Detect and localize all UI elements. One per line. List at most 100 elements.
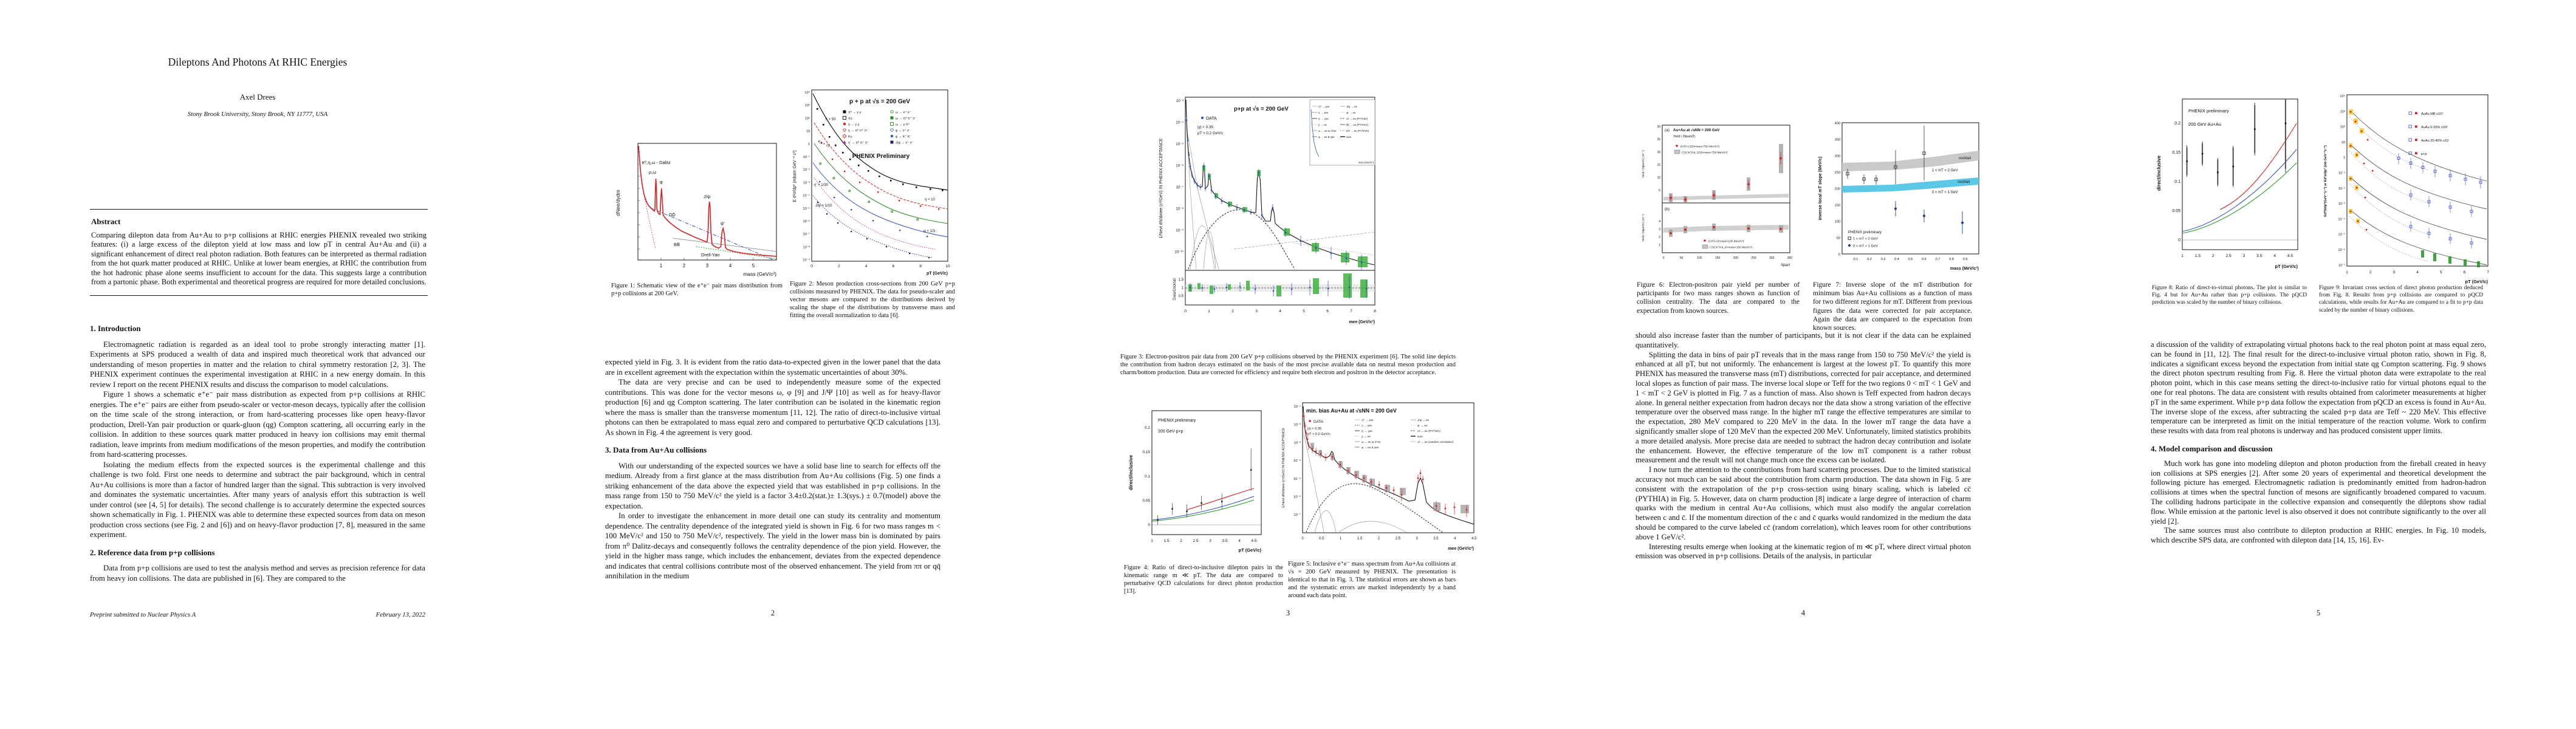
tick-label: 3.5 bbox=[2256, 254, 2263, 258]
jpsi-curve bbox=[812, 195, 933, 258]
tick-label: π⁰ → γee bbox=[1362, 419, 1374, 422]
figure-4-caption: Figure 4: Ratio of direct-to-inclusive d… bbox=[1124, 564, 1283, 595]
tick-label: ρ → ee bbox=[1318, 123, 1327, 126]
tick-label: 0.2 bbox=[1145, 426, 1150, 430]
tick-label: J/ψ → ee bbox=[1346, 105, 1357, 108]
tick-label: ω → π⁰ π⁺ π⁻ bbox=[896, 117, 917, 121]
tick-label: 0 bbox=[1148, 523, 1150, 527]
tick-label: φ → K⁺ K⁻ bbox=[896, 135, 911, 139]
tick-label: DY → ee (PYTHIA) bbox=[1346, 129, 1369, 132]
panel-a-label: (a) bbox=[1665, 128, 1670, 132]
phenix-preliminary-label: PHENIX preliminary bbox=[1158, 419, 1196, 423]
schematic-spectrum-curve bbox=[638, 145, 777, 257]
tick-label: 2 bbox=[1231, 309, 1234, 313]
fig5-legend-col2: J/ψ → ee ψ′ → ee cc̄ → ee (PYTHIA) sum cc̄ →… bbox=[1417, 419, 1454, 443]
tick-label: 10² bbox=[805, 117, 810, 120]
tick-label: AuAu 0-20% x10² bbox=[2421, 126, 2448, 129]
tick-label: 0 bbox=[1838, 253, 1840, 257]
tick-label: 3 bbox=[2243, 254, 2245, 258]
tick-label: ρ → ee bbox=[1362, 435, 1371, 438]
x-axis-label: pT (GeV/c) bbox=[2465, 279, 2488, 284]
phenix-preliminary-label: PHENIX preliminary bbox=[2188, 108, 2229, 114]
tick-label: 10⁴ bbox=[2340, 94, 2345, 98]
fig3-title: p+p at √s = 200 GeV bbox=[1234, 106, 1289, 112]
tick-label: 150 bbox=[1715, 256, 1721, 260]
y-tick-labels: 10⁴ 10³ 10² 10 1 10⁻¹ 10⁻² 10⁻³ 10⁻⁴ 10⁻⁵ 10⁻⁶ 10⁻⁷ bbox=[2338, 94, 2345, 267]
tick-label: 50 bbox=[1837, 237, 1840, 241]
page-number: 4 bbox=[1801, 609, 1806, 617]
tick-label: 10⁻¹ bbox=[2338, 172, 2345, 176]
tick-label: 10⁻⁶ bbox=[803, 219, 810, 224]
section-3-heading: 3. Data from Au+Au collisions bbox=[605, 445, 707, 454]
tick-label: 10⁻⁷ bbox=[1293, 513, 1301, 517]
tick-label: 100 bbox=[1835, 221, 1840, 224]
tick-label: 1 bbox=[1659, 244, 1660, 247]
figure-6-plot: (a) Au+Au at √sNN = 200 GeV Yield / (Npa… bbox=[1642, 125, 1793, 267]
tick-label: 1 bbox=[2343, 156, 2345, 160]
figure-1-caption: Figure 1: Schematic view of the e⁺e⁻ pai… bbox=[611, 282, 783, 298]
cocktail-component-curves bbox=[1303, 434, 1406, 533]
tick-label: 2 bbox=[2369, 270, 2372, 275]
paragraph: should also increase faster than the num… bbox=[1636, 331, 1971, 349]
tick-label: 10⁻³ bbox=[1294, 441, 1301, 445]
tick-label: 10⁴ bbox=[804, 91, 810, 95]
data-points bbox=[2186, 122, 2287, 173]
legend-data-a: DATA (150<mee<750 MeV/c²) bbox=[1680, 145, 1719, 149]
x-tick-labels: 1 2 3 4 5 6 7 bbox=[2346, 270, 2489, 275]
fig1-annotations: π⁰,η,ω - Dalitz ρ,ω φ DD̄ J/ψ ψ′ BB̄ Dre… bbox=[642, 160, 725, 258]
fig2-legend-col2: ω → e⁺ e⁻ ω → π⁰ π⁺ π⁻ ω → γ π⁰ φ → e⁺ e⁻ φ … bbox=[896, 111, 917, 145]
paper-title: Dileptons And Photons At RHIC Energies bbox=[168, 56, 348, 68]
scale-k: K± × 10 bbox=[817, 140, 831, 148]
tick-label: 4 bbox=[865, 264, 868, 269]
tick-label: 0 bbox=[2178, 238, 2180, 242]
figure-8: PHENIX preliminary 200 GeV Au+Au 0.2 0.15… bbox=[2152, 94, 2307, 276]
page-number: 3 bbox=[1286, 609, 1290, 617]
tick-label: 0.1 bbox=[1854, 258, 1858, 261]
fit-curves bbox=[2349, 109, 2487, 265]
tick-label: ω → ee & π⁰ee bbox=[1362, 440, 1381, 443]
tick-label: 5 bbox=[1659, 189, 1660, 193]
x-axis-label: pT (GeV/c) bbox=[1238, 547, 1261, 553]
tick-label: 4.5 bbox=[1251, 539, 1256, 543]
tick-label: 20 bbox=[1657, 151, 1660, 154]
page-5: PHENIX preliminary 200 GeV Au+Au 0.2 0.15… bbox=[2061, 0, 2576, 729]
tick-label: 10⁻² bbox=[1294, 423, 1301, 427]
pqcd-dashed-curves bbox=[2349, 116, 2429, 262]
tick-label: 350 bbox=[1787, 256, 1793, 260]
tick-label: 10⁻⁸ bbox=[803, 245, 810, 249]
rapidity-cut-label: |y| < 0.35 bbox=[1307, 427, 1321, 431]
tick-label: 4 bbox=[2273, 254, 2276, 258]
tick-label: 30 bbox=[1657, 125, 1660, 129]
figure-8-plot: PHENIX preliminary 200 GeV Au+Au 0.2 0.15… bbox=[2156, 98, 2298, 269]
tick-label: 10⁻⁶ bbox=[2338, 248, 2345, 252]
tick-label: π± bbox=[848, 117, 852, 121]
tick-label: 10⁻¹ bbox=[803, 156, 810, 159]
y-axis-label: 1/Nevt dN/dmee (c²/GeV) IN PHENIX ACCEPT… bbox=[1282, 428, 1286, 508]
y-axis-label: direct/inclusive bbox=[2156, 155, 2162, 191]
y-tick-labels: 10⁻¹ 10⁻² 10⁻³ 10⁻⁴ 10⁻⁵ 10⁻⁶ 10⁻⁷ bbox=[1293, 405, 1301, 517]
tick-label: 6 bbox=[892, 264, 895, 269]
x-axis-label: mass (GeV/c²) bbox=[743, 271, 776, 277]
tick-label: 50 bbox=[1680, 256, 1684, 260]
tick-label: 0.7 bbox=[1936, 258, 1941, 261]
tick-label: π⁰ → γee bbox=[1318, 105, 1330, 108]
page-number: 5 bbox=[2316, 609, 2321, 617]
paragraph: With our understanding of the expected s… bbox=[605, 461, 940, 510]
tick-label: 6 bbox=[1326, 309, 1329, 313]
tick-label: 0.15 bbox=[1142, 450, 1150, 454]
tick-label: 10 bbox=[945, 264, 950, 269]
tick-label: bb̄ → ee (PYTHIA) bbox=[1346, 123, 1368, 126]
scale-phi: φ × 1/3 bbox=[923, 230, 936, 233]
tick-label: 0.6 bbox=[1922, 258, 1927, 261]
dot-error-bars bbox=[1895, 201, 1963, 234]
tick-label: J/ψ → ee bbox=[1417, 419, 1430, 422]
tick-label: 3 bbox=[1416, 537, 1418, 541]
footer-preprint: Preprint submitted to Nuclear Physics A bbox=[90, 611, 196, 618]
y-axis-label-a: Yield / (Npart/2) (10⁻⁶) bbox=[1642, 150, 1645, 178]
tick-label: 5 bbox=[1303, 309, 1305, 313]
x-axis-label: mee (GeV/c²) bbox=[1349, 320, 1375, 324]
tick-label: 0.05 bbox=[2172, 209, 2180, 213]
tick-label: 3.5 bbox=[1222, 539, 1227, 543]
page-2-body: expected yield in Fig. 3. It is evident … bbox=[605, 357, 940, 581]
tick-label: 3 bbox=[1659, 228, 1660, 231]
